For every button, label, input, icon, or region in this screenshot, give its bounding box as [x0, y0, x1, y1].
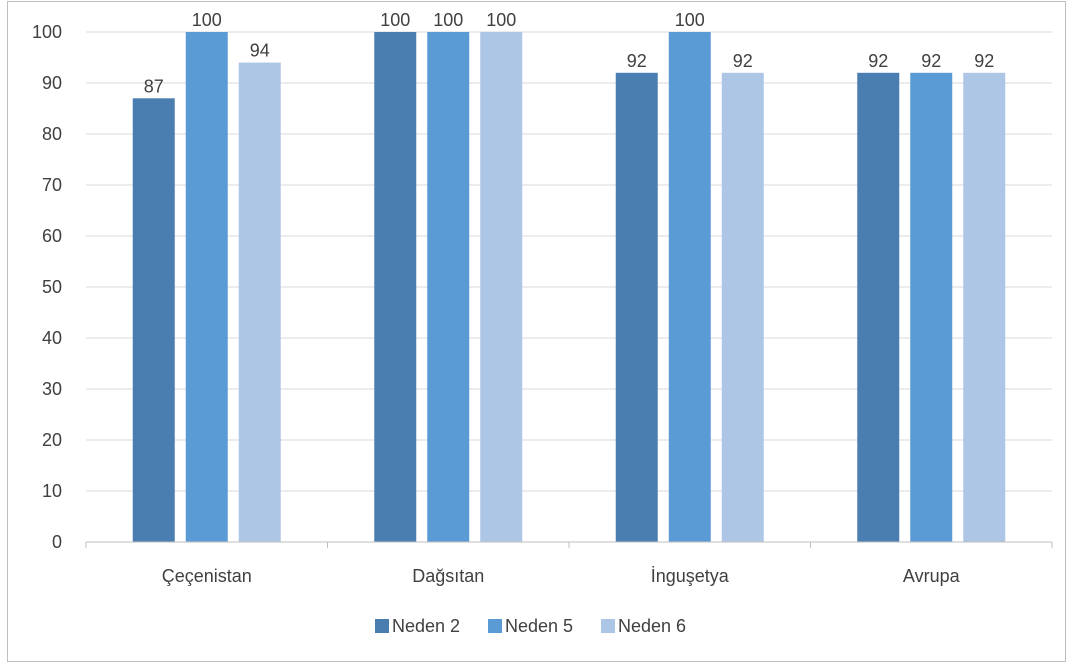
y-axis-ticks: 0 10 20 30 40 50 60 70 80 90 100	[32, 22, 62, 552]
x-category-label: İnguşetya	[651, 566, 730, 586]
data-label: 100	[675, 10, 705, 30]
x-category-label: Dağsıtan	[412, 566, 484, 586]
y-tick-label: 20	[42, 430, 62, 450]
data-label: 92	[868, 51, 888, 71]
y-tick-label: 90	[42, 73, 62, 93]
x-category-label: Çeçenistan	[162, 566, 252, 586]
data-label: 92	[921, 51, 941, 71]
bars	[132, 32, 1006, 543]
data-label: 94	[250, 41, 270, 61]
bar	[963, 72, 1006, 543]
legend: Neden 2 Neden 5 Neden 6	[375, 616, 686, 636]
legend-swatch	[601, 619, 615, 633]
data-label: 100	[380, 10, 410, 30]
bar	[480, 32, 523, 542]
bar	[857, 72, 900, 543]
data-label: 100	[486, 10, 516, 30]
bar	[668, 32, 711, 542]
data-labels: 87 100 94 100 100 100 92 100 92 92 92 92	[144, 10, 995, 96]
data-label: 87	[144, 76, 164, 96]
gridlines	[86, 31, 1052, 492]
y-tick-label: 70	[42, 175, 62, 195]
y-tick-label: 0	[52, 532, 62, 552]
bar	[427, 32, 470, 542]
data-label: 100	[192, 10, 222, 30]
y-tick-label: 30	[42, 379, 62, 399]
bar	[374, 32, 417, 542]
y-tick-label: 50	[42, 277, 62, 297]
data-label: 92	[733, 51, 753, 71]
bar	[132, 98, 175, 543]
legend-label: Neden 2	[392, 616, 460, 636]
y-tick-label: 80	[42, 124, 62, 144]
y-tick-label: 10	[42, 481, 62, 501]
y-tick-label: 60	[42, 226, 62, 246]
bar	[721, 72, 764, 543]
x-axis: Çeçenistan Dağsıtan İnguşetya Avrupa	[85, 541, 1053, 586]
legend-label: Neden 6	[618, 616, 686, 636]
legend-label: Neden 5	[505, 616, 573, 636]
bar	[238, 62, 281, 542]
bar	[910, 72, 953, 543]
x-category-label: Avrupa	[903, 566, 961, 586]
data-label: 100	[433, 10, 463, 30]
bar	[615, 72, 658, 543]
legend-swatch	[488, 619, 502, 633]
y-tick-label: 100	[32, 22, 62, 42]
data-label: 92	[627, 51, 647, 71]
bar	[185, 32, 228, 542]
y-tick-label: 40	[42, 328, 62, 348]
legend-swatch	[375, 619, 389, 633]
data-label: 92	[974, 51, 994, 71]
